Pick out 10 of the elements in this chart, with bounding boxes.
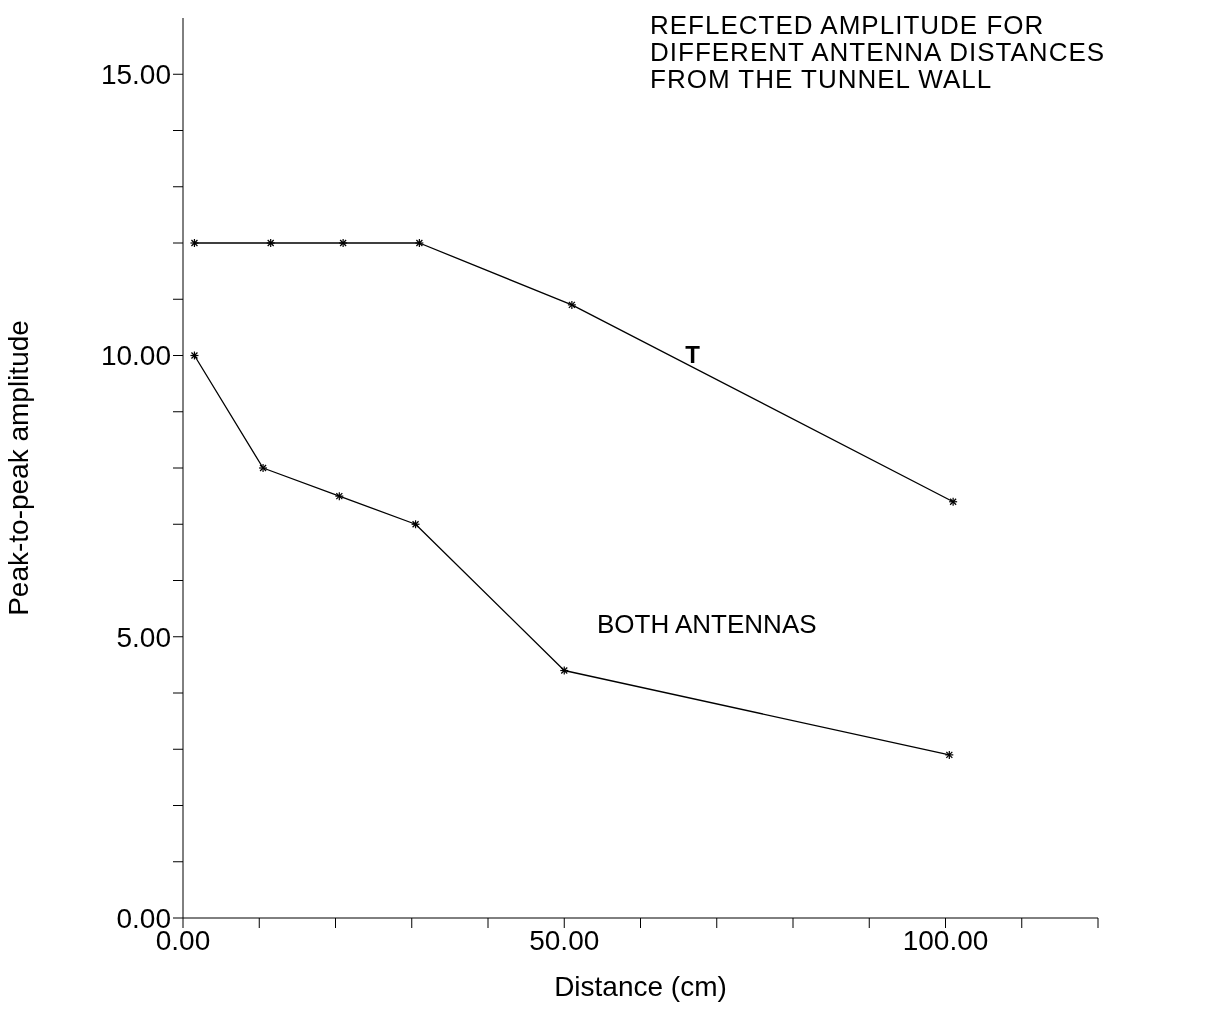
y-axis-title: Peak-to-peak amplitude bbox=[2, 320, 34, 616]
y-tick-label: 10.00 bbox=[100, 340, 171, 372]
series-label: T bbox=[685, 341, 701, 369]
x-tick-label: 100.00 bbox=[902, 924, 989, 956]
x-tick-label: 50.00 bbox=[529, 924, 600, 956]
series-label: BOTH ANTENNAS bbox=[596, 608, 817, 639]
text: REFLECTED AMPLITUDE FOR DIFFERENT ANTENNA DISTANCES FROM THE TUNNEL WALL bbox=[650, 10, 1106, 94]
y-tick-label: 15.00 bbox=[100, 59, 171, 91]
x-axis-title: Distance (cm) bbox=[554, 971, 727, 1002]
y-tick-label: 5.00 bbox=[116, 621, 171, 653]
